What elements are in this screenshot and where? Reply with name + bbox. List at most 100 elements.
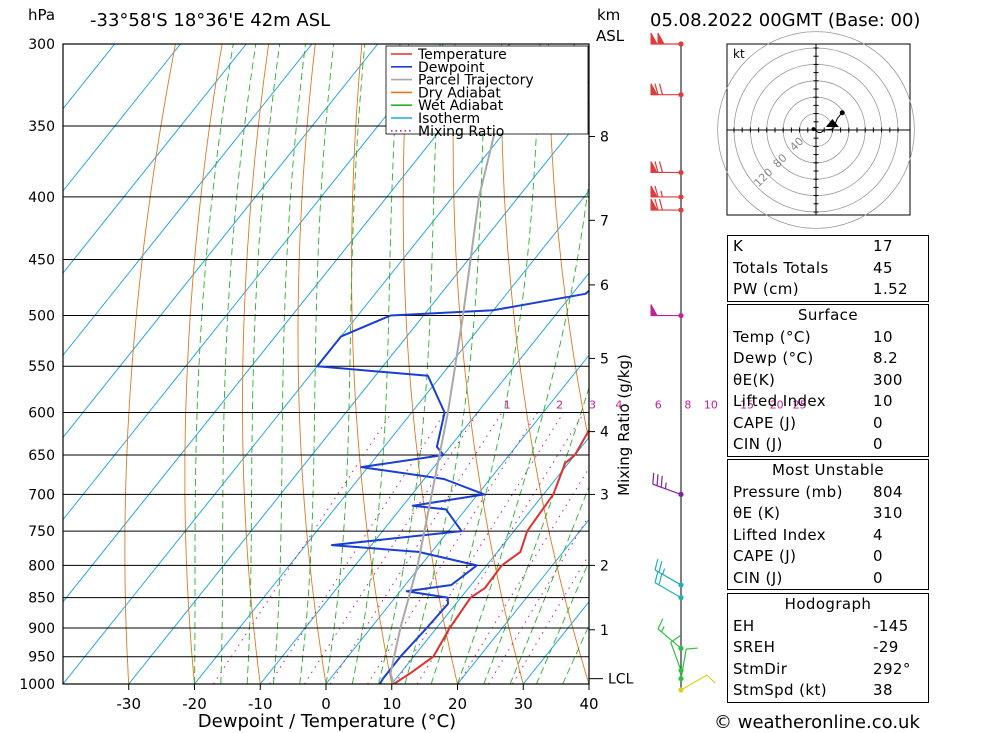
wind-barb-pennant <box>650 83 658 96</box>
wind-barb-full <box>670 635 681 643</box>
wind-barb-full <box>658 161 664 173</box>
table-row: CAPE (J) 0 <box>728 546 928 568</box>
pressure-tick-label: 350 <box>28 119 55 135</box>
wind-barb-full <box>686 647 698 650</box>
table-row: StmDir 292° <box>728 659 928 681</box>
km-tick-label: 7 <box>600 213 609 229</box>
row-label: EH <box>733 616 755 635</box>
km-tick-label: 4 <box>600 425 609 441</box>
isotherm-line <box>63 44 313 357</box>
row-value: 310 <box>873 504 903 522</box>
wind-barb <box>650 185 684 200</box>
wet-adiabat-line <box>351 44 401 684</box>
row-label: CIN (J) <box>733 568 783 587</box>
wet-adiabat-line <box>325 44 366 684</box>
dry-adiabat-line <box>968 44 1000 684</box>
row-label: Temp (°C) <box>733 327 812 346</box>
table-row: Pressure (mb) 804 <box>728 482 928 504</box>
pressure-tick-label: 950 <box>28 650 55 666</box>
wind-barb-dot <box>678 676 684 682</box>
table-title: Hodograph <box>784 595 872 613</box>
km-tick-label: 2 <box>600 558 609 574</box>
mixing-ratio-line <box>303 412 479 684</box>
x-tick-label: 40 <box>579 695 598 713</box>
table-row: CAPE (J) 0 <box>728 413 928 435</box>
x-axis-title: Dewpoint / Temperature (°C) <box>198 711 456 732</box>
wind-barb-pennant <box>657 32 665 45</box>
table-row: θE(K) 300 <box>728 370 928 392</box>
wind-barb-staff <box>654 569 682 586</box>
mixing-ratio-label: 2 <box>556 398 563 411</box>
isotherm-line <box>63 44 116 110</box>
pressure-tick-label: 450 <box>28 253 55 269</box>
dewpoint-line <box>316 80 589 684</box>
table-title: Most Unstable <box>771 461 885 479</box>
wind-barb-pennant <box>650 32 658 45</box>
mixing-ratio-line <box>457 467 589 684</box>
temperature-line <box>393 428 589 684</box>
wind-barb <box>670 635 684 674</box>
row-label: Lifted Index <box>733 525 827 544</box>
table-title: Surface <box>798 306 858 324</box>
legend-entry: Parcel Trajectory <box>418 73 534 89</box>
row-label: StmDir <box>733 659 788 678</box>
wind-barb-staff <box>654 582 682 599</box>
row-label: Pressure (mb) <box>733 482 843 501</box>
dry-adiabat-line <box>297 44 327 684</box>
mixing-ratio-label: 25 <box>793 398 807 411</box>
row-label: StmSpd (kt) <box>733 681 828 699</box>
wind-barb-half <box>660 190 664 198</box>
parcel-trajectory-line <box>389 44 511 684</box>
km-tick-label: 8 <box>600 129 609 145</box>
legend-entry: Isotherm <box>418 111 480 127</box>
wet-adiabat-line <box>272 44 306 684</box>
isotherm-line <box>325 354 589 684</box>
row-value: -29 <box>873 638 899 656</box>
pressure-tick-label: 850 <box>28 591 55 607</box>
wet-adiabat-line <box>404 44 487 684</box>
km-tick-label: 3 <box>600 487 609 503</box>
x-tick-label: 30 <box>514 695 533 713</box>
wind-barb-staff <box>657 628 682 649</box>
row-value: 0 <box>873 435 883 453</box>
mixing-ratio-label: 6 <box>655 398 662 411</box>
wet-adiabat-line <box>220 44 257 684</box>
row-value: 300 <box>873 370 903 389</box>
row-value: 45 <box>873 258 893 277</box>
copyright: © weatheronline.co.uk <box>714 712 920 733</box>
wind-barb-full <box>706 674 716 684</box>
isotherm-line <box>63 44 247 274</box>
mixing-ratio-label: 4 <box>615 398 622 411</box>
pressure-tick-label: 800 <box>28 558 55 574</box>
pressure-tick-label: 300 <box>28 37 55 53</box>
wind-barb-full <box>658 561 663 573</box>
row-value: 0 <box>873 547 883 565</box>
table-row: SREH -29 <box>728 637 928 659</box>
wind-barb-full <box>654 571 659 583</box>
wet-adiabat-line <box>299 44 335 684</box>
wind-barb-staff <box>670 642 682 671</box>
row-label: CAPE (J) <box>733 547 797 565</box>
wind-barb <box>650 198 684 213</box>
mixing-ratio-label: 10 <box>704 398 718 411</box>
dry-adiabat-line <box>124 44 176 684</box>
wind-barb-full <box>658 198 664 211</box>
row-value: 804 <box>873 482 903 501</box>
table-row: PW (cm) 1.52 <box>728 279 928 301</box>
hodograph-unit-label: kt <box>733 47 745 61</box>
wind-barb-full <box>658 573 663 586</box>
isotherm-line <box>259 272 589 684</box>
row-label: θE (K) <box>733 504 781 522</box>
wind-barb-half <box>660 626 665 633</box>
mixing-ratio-line <box>329 412 503 684</box>
row-value: 0 <box>873 568 883 587</box>
plot-frame <box>62 43 590 685</box>
wind-barb <box>650 83 684 98</box>
row-label: θE(K) <box>733 370 776 389</box>
row-value: 8.2 <box>873 349 899 367</box>
location-title: -33°58'S 18°36'E 42m ASL <box>90 10 330 31</box>
row-label: Dewp (°C) <box>733 349 814 367</box>
hodograph-startpoint <box>811 127 816 132</box>
